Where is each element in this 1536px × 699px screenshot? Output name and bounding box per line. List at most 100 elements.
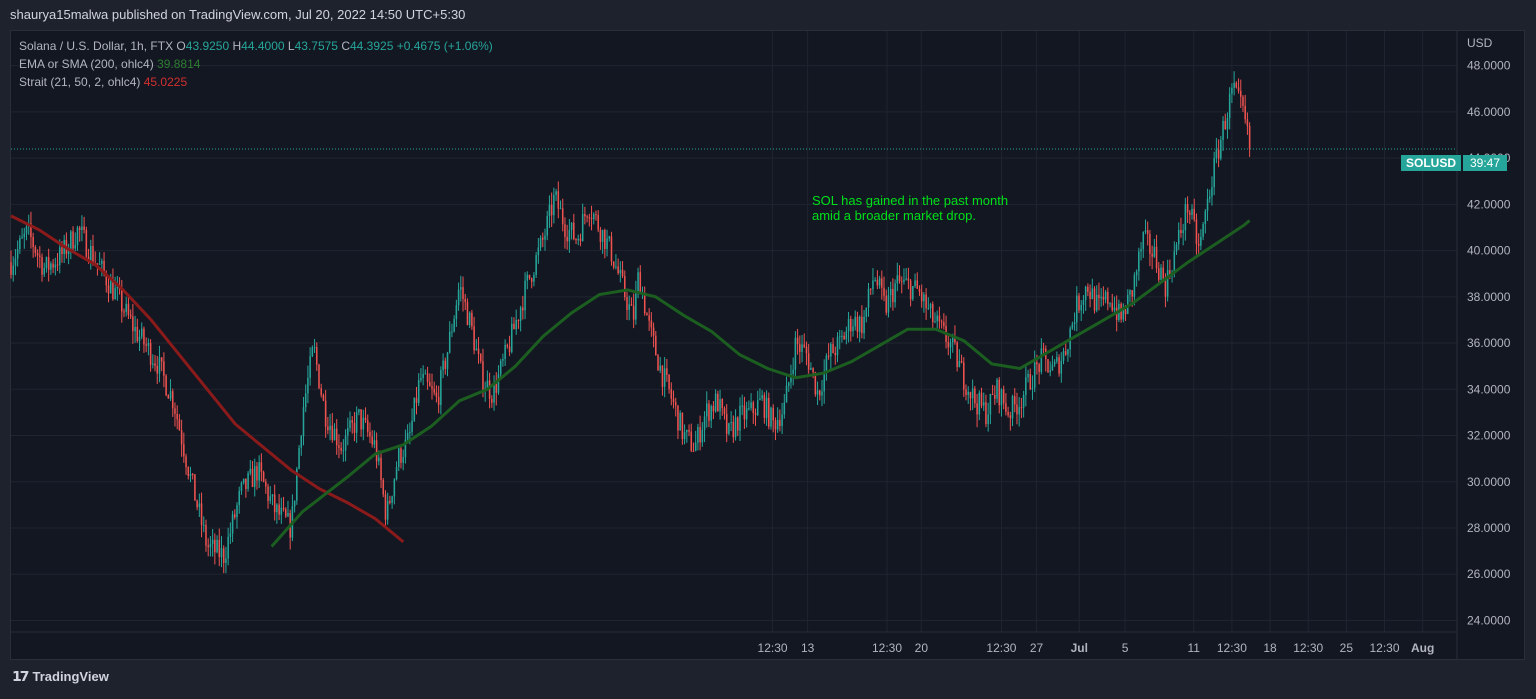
candle-body [340,447,342,451]
candle-body [608,236,611,239]
candle-body [433,388,435,393]
candle-body [929,304,932,309]
candle-body [1239,90,1242,97]
candle-body [568,229,571,242]
candle-body [725,413,728,434]
candle-body [960,360,963,363]
candle-body [923,294,925,302]
candle-body [663,368,666,387]
candle-body [413,397,416,421]
candle-body [238,490,241,506]
candle-body [143,328,145,345]
candle-body [958,360,961,368]
candle-body [648,315,650,321]
candle-body [417,380,420,403]
candle-body [380,457,382,481]
candle-body [1191,208,1193,215]
candle-body [553,194,555,216]
candle-body [1162,267,1164,279]
candle-body [41,257,43,275]
candle-body [1029,373,1032,390]
candle-body [316,347,318,365]
candle-body [19,238,21,250]
candle-body [661,365,664,387]
candle-body [951,336,954,343]
candle-body [517,320,520,322]
legend-c-label: C [341,39,350,53]
candle-body [1202,224,1204,237]
candle-body [783,402,786,415]
candle-body [349,420,351,428]
candle-body [1138,251,1140,272]
candle-body [491,398,493,403]
candle-body [1164,278,1167,297]
chart-annotation[interactable]: SOL has gained in the past month amid a … [812,193,1008,223]
candle-body [353,422,356,433]
x-tick-label: 25 [1340,641,1354,655]
legend-strait-label: Strait (21, 50, 2, ohlc4) [19,75,141,89]
candle-body [601,229,604,242]
candle-body [287,512,289,517]
annotation-line-2: amid a broader market drop. [812,208,977,223]
candle-body [371,436,373,445]
candle-body [994,395,996,399]
candle-body [717,393,719,412]
candle-body [1153,246,1156,257]
candle-body [918,288,921,292]
candle-body [579,238,582,241]
candle-body [278,504,280,515]
candle-body [570,222,573,230]
candle-body [397,448,400,468]
candle-body [300,436,303,448]
candle-body [351,420,354,423]
candle-body [544,235,546,240]
candle-body [256,466,258,481]
legend-strait-row[interactable]: Strait (21, 50, 2, ohlc4) 45.0225 [19,73,493,91]
candle-body [225,558,227,564]
candle-body [765,397,768,418]
candle-body [761,395,763,399]
candle-body [1042,348,1045,350]
x-tick-label: 12:30 [986,641,1016,655]
candle-body [905,278,907,280]
candle-body [991,394,994,396]
legend-symbol-row[interactable]: Solana / U.S. Dollar, 1h, FTX O43.9250 H… [19,37,493,55]
candle-body [1060,360,1063,374]
tradingview-footer[interactable]: 𝟭𝟳 TradingView [12,668,109,685]
candle-body [1235,82,1238,88]
candle-body [1189,212,1191,215]
candle-body [865,307,868,317]
candle-body [1124,309,1127,315]
candle-body [1018,407,1020,415]
candle-body [1095,294,1098,311]
candle-body [198,503,201,508]
candle-body [258,462,260,481]
legend-ema-row[interactable]: EMA or SMA (200, ohlc4) 39.8814 [19,55,493,73]
candle-body [360,409,362,430]
candle-body [253,466,256,487]
candle-body [971,388,974,399]
candle-body [222,548,225,564]
footer-brand: TradingView [32,669,109,684]
candle-body [694,442,697,452]
candle-body [774,420,777,430]
candle-body [823,371,825,392]
candle-body [1169,270,1171,275]
candle-body [320,388,322,396]
candle-body [792,369,794,374]
candle-body [982,402,985,406]
candle-body [1151,253,1153,257]
candle-body [98,263,101,265]
candle-body [573,222,575,240]
x-tick-label: Aug [1411,641,1434,655]
y-tick-label: 30.0000 [1467,475,1511,489]
candle-body [420,377,422,381]
candle-body [772,407,775,421]
legend-low: 43.7575 [294,39,338,53]
candle-body [183,444,185,457]
annotation-line-1: SOL has gained in the past month [812,193,1009,208]
candle-body [754,413,757,415]
candle-body [1173,251,1176,273]
candle-body [116,286,119,289]
